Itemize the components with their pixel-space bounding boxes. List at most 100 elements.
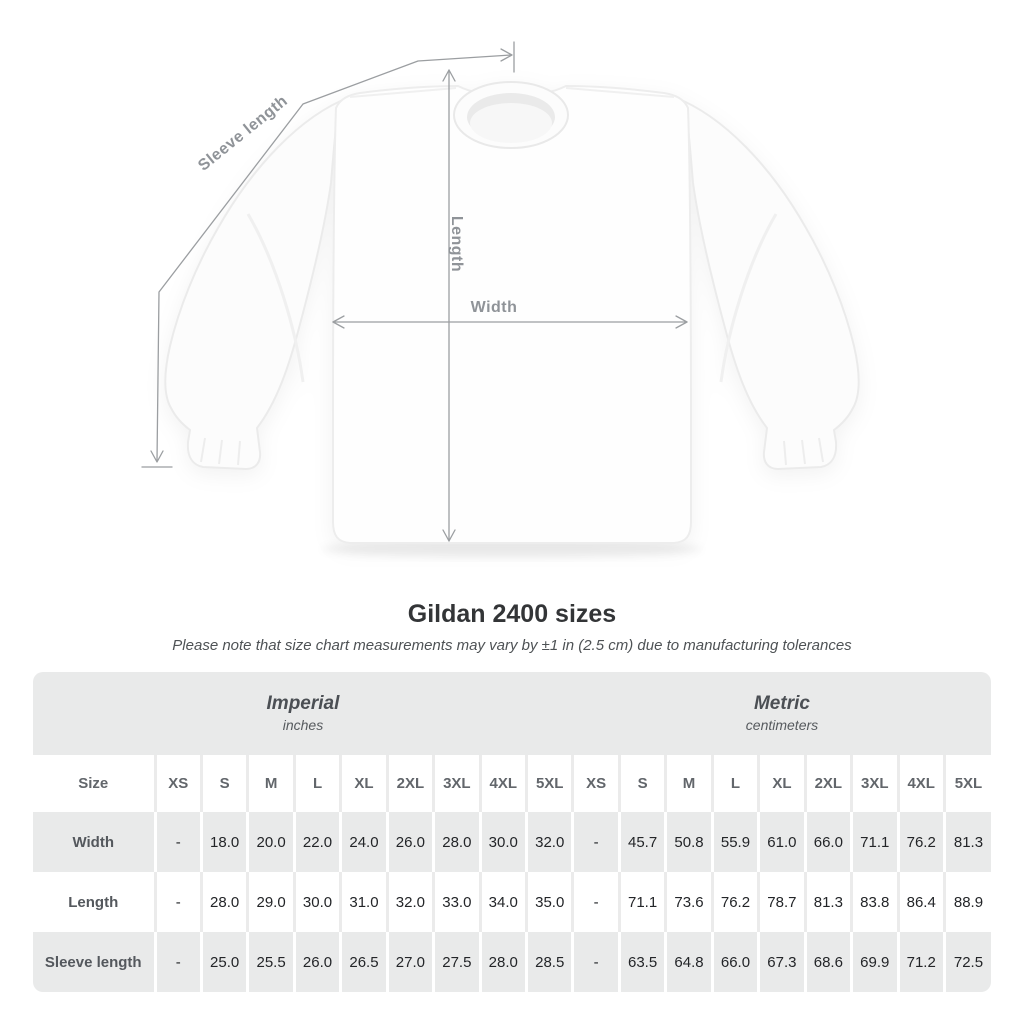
size-col-header: 5XL (942, 755, 991, 812)
measurement-cell: 71.1 (850, 812, 898, 872)
measurement-cell: 83.8 (850, 872, 898, 932)
size-table: Imperial inches Metric centimeters Size … (33, 672, 991, 992)
measurement-row: Length -28.0 29.0 30.0 31.0 32.0 33.0 34.0 35.0-… (33, 872, 991, 932)
measurement-cell: - (571, 812, 620, 872)
measurement-cell: 25.5 (246, 932, 295, 992)
measurement-cell: 28.5 (524, 932, 573, 992)
measurement-cell: 20.0 (246, 812, 295, 872)
page-title: Gildan 2400 sizes (407, 600, 617, 628)
measurement-cell: - (153, 872, 202, 932)
left-cuff-ribs (200, 437, 241, 466)
measurement-cell: 45.7 (617, 812, 666, 872)
size-col-header: XS (571, 755, 620, 812)
shoulder-seams (349, 87, 675, 98)
size-col-header: 2XL (803, 755, 852, 812)
width-arrow-right (675, 315, 688, 329)
size-col-header: 3XL (432, 755, 481, 812)
imperial-unit: inches (282, 717, 324, 733)
unit-header-row: Imperial inches Metric centimeters (33, 672, 991, 755)
measurement-cell: 76.2 (710, 872, 759, 932)
length-arrow-bottom (442, 529, 456, 542)
size-col-header: M (664, 755, 713, 812)
tolerance-note: Please note that size chart measurements… (172, 637, 852, 654)
length-arrow-top (442, 69, 456, 82)
size-col-header: 4XL (478, 755, 527, 812)
measurement-cell: 76.2 (896, 812, 945, 872)
metric-header: Metric centimeters (572, 672, 991, 755)
size-col-header: XS (153, 755, 202, 812)
measurement-cell: 25.0 (199, 932, 248, 992)
imperial-label: Imperial (266, 693, 340, 714)
measurement-cell: 71.1 (617, 872, 666, 932)
measurement-cell: 32.0 (385, 872, 434, 932)
measurement-row-label: Width (33, 812, 155, 872)
size-col-header: L (292, 755, 341, 812)
left-sleeve-crease (246, 213, 305, 383)
collar-inner-shadow (470, 103, 552, 143)
measurement-cell: 68.6 (803, 932, 852, 992)
size-header-row: Size XS S M L XL 2XL 3XL 4XL 5XL XS S M L XL 2XL 3XL 4XL… (33, 755, 991, 812)
size-col-header: S (199, 755, 248, 812)
measurement-cell: 26.5 (339, 932, 388, 992)
size-table-container: Imperial inches Metric centimeters Size … (33, 672, 991, 992)
size-header-cell: Size (33, 755, 155, 812)
right-cuff-ribs (783, 437, 824, 466)
measurement-cell: 26.0 (385, 812, 434, 872)
shirt-measurement-diagram: Sleeve length Length Width (141, 41, 860, 558)
shirt-body (332, 84, 692, 544)
measurement-row-label: Length (33, 872, 155, 932)
measurement-cell: 73.6 (664, 872, 713, 932)
measurement-cell: 50.8 (664, 812, 713, 872)
measurement-lines (141, 41, 688, 542)
measurement-cell: 27.5 (432, 932, 481, 992)
metric-label: Metric (753, 693, 810, 714)
measurement-cell: - (153, 812, 202, 872)
measurement-cell: 27.0 (385, 932, 434, 992)
measurement-cell: 64.8 (664, 932, 713, 992)
measurement-cell: 69.9 (850, 932, 898, 992)
measurement-cell: 72.5 (942, 932, 991, 992)
size-col-header: 5XL (524, 755, 573, 812)
measurement-cell: 18.0 (199, 812, 248, 872)
measurement-cell: 61.0 (757, 812, 806, 872)
measurement-cell: 34.0 (478, 872, 527, 932)
measurement-cell: 26.0 (292, 932, 341, 992)
measurement-cell: 35.0 (524, 872, 573, 932)
size-col-header: 2XL (385, 755, 434, 812)
measurement-cell: 31.0 (339, 872, 388, 932)
measurement-cell: 63.5 (617, 932, 666, 992)
long-sleeve-shirt-graphic (164, 81, 860, 544)
measurement-cell: 81.3 (803, 872, 852, 932)
measurements-body: Width -18.0 20.0 22.0 24.0 26.0 28.0 30.0 32.0-4… (33, 812, 991, 992)
measurement-cell: 66.0 (803, 812, 852, 872)
width-label: Width (471, 299, 518, 316)
size-col-header: L (710, 755, 759, 812)
measurement-cell: 88.9 (942, 872, 991, 932)
measurement-cell: - (571, 932, 620, 992)
measurement-cell: 81.3 (942, 812, 991, 872)
measurement-cell: 67.3 (757, 932, 806, 992)
sleeve-length-line (156, 54, 512, 462)
measurement-row: Width -18.0 20.0 22.0 24.0 26.0 28.0 30.0 32.0-4… (33, 812, 991, 872)
size-col-header: S (617, 755, 666, 812)
measurement-cell: - (571, 872, 620, 932)
measurement-cell: 66.0 (710, 932, 759, 992)
right-sleeve-crease (719, 213, 778, 383)
size-col-header: M (246, 755, 295, 812)
measurement-row: Sleeve length - 25.0 25.5 26.0 26.5 27.0 27.5 28… (33, 932, 991, 992)
length-label: Length (448, 216, 465, 272)
measurement-row-label: Sleeve length (33, 932, 155, 992)
measurement-cell: 24.0 (339, 812, 388, 872)
measurement-cell: 55.9 (710, 812, 759, 872)
size-col-header: 4XL (896, 755, 945, 812)
imperial-header: Imperial inches (33, 672, 573, 755)
measurement-cell: 28.0 (199, 872, 248, 932)
sleeve-length-arrow-neck (500, 48, 513, 62)
measurement-cell: 71.2 (896, 932, 945, 992)
measurement-cell: 30.0 (478, 812, 527, 872)
measurement-cell: 29.0 (246, 872, 295, 932)
measurement-cell: 78.7 (757, 872, 806, 932)
width-arrow-left (332, 315, 345, 329)
size-col-header: 3XL (850, 755, 898, 812)
